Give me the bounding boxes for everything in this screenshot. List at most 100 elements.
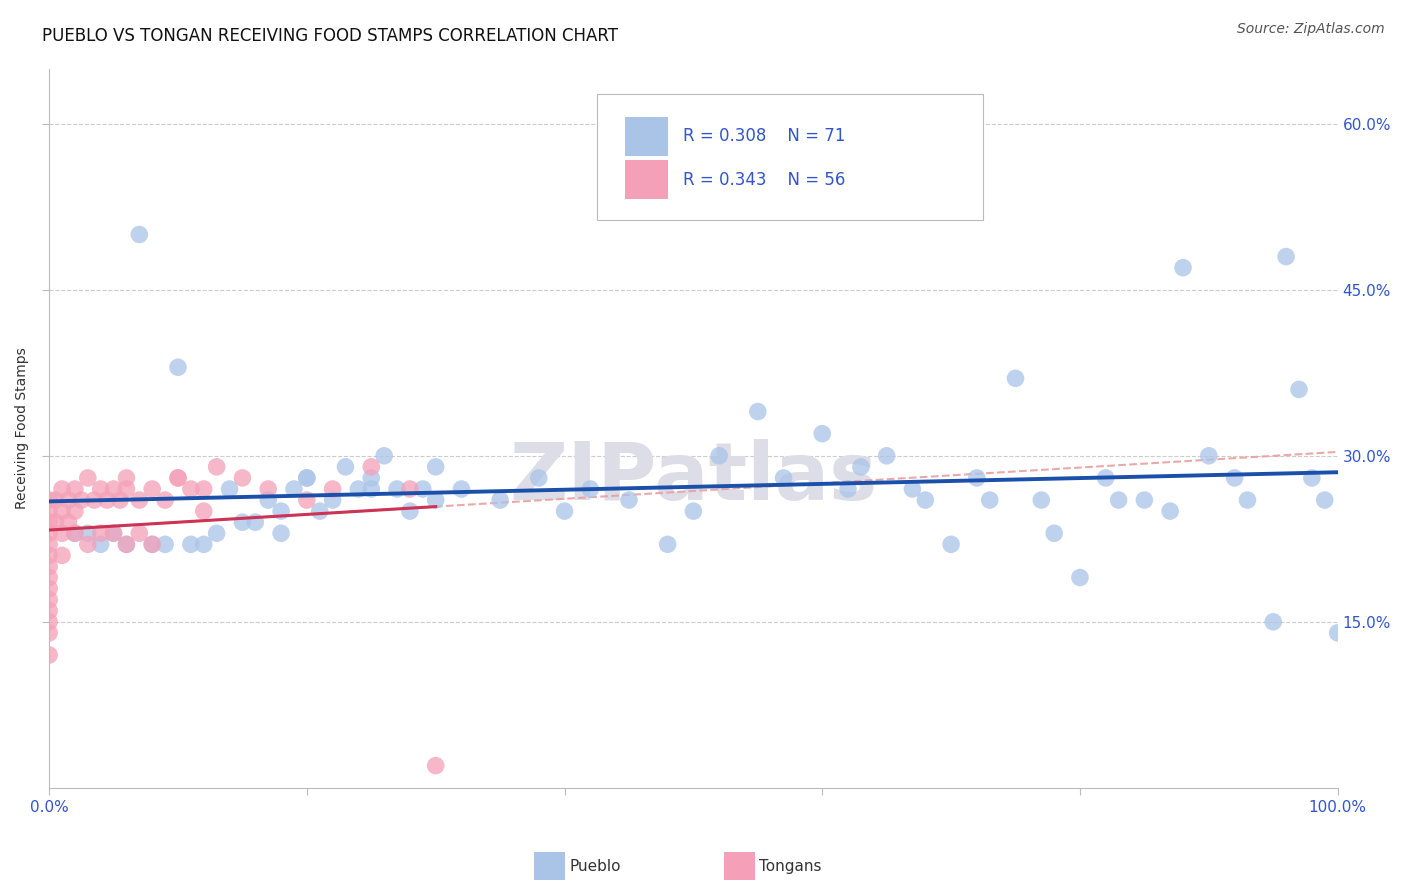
Point: [167, 471, 190, 485]
Point: [901, 482, 924, 496]
Point: [103, 526, 125, 541]
Point: [38, 648, 60, 662]
Point: [153, 493, 176, 508]
Point: [141, 537, 163, 551]
Text: ZIPatlas: ZIPatlas: [509, 440, 877, 517]
Point: [399, 504, 422, 518]
Point: [38, 549, 60, 563]
Point: [617, 493, 640, 508]
Point: [38, 559, 60, 574]
Point: [205, 459, 228, 474]
Point: [38, 493, 60, 508]
Point: [1069, 570, 1091, 584]
Point: [76, 537, 98, 551]
Point: [425, 459, 447, 474]
Point: [115, 537, 138, 551]
Point: [38, 615, 60, 629]
Point: [579, 482, 602, 496]
Point: [128, 526, 150, 541]
Text: Pueblo: Pueblo: [569, 859, 621, 873]
Point: [1043, 526, 1066, 541]
Point: [38, 537, 60, 551]
Point: [335, 459, 357, 474]
Point: [295, 471, 318, 485]
Point: [360, 482, 382, 496]
Point: [772, 471, 794, 485]
Point: [38, 515, 60, 529]
Point: [257, 493, 280, 508]
Point: [83, 493, 105, 508]
Point: [167, 471, 190, 485]
Point: [979, 493, 1001, 508]
Point: [747, 404, 769, 418]
Point: [128, 227, 150, 242]
Point: [51, 504, 73, 518]
Point: [180, 482, 202, 496]
Point: [347, 482, 370, 496]
Point: [128, 493, 150, 508]
Point: [707, 449, 730, 463]
Point: [1313, 493, 1336, 508]
Point: [412, 482, 434, 496]
Point: [38, 604, 60, 618]
Point: [193, 504, 215, 518]
Point: [914, 493, 936, 508]
Point: [231, 515, 253, 529]
FancyBboxPatch shape: [596, 94, 983, 219]
Point: [1004, 371, 1026, 385]
Point: [1133, 493, 1156, 508]
Point: [45, 515, 67, 529]
Point: [373, 449, 395, 463]
Point: [1236, 493, 1258, 508]
Point: [70, 493, 93, 508]
Point: [308, 504, 330, 518]
Point: [58, 515, 80, 529]
Point: [38, 526, 60, 541]
Point: [270, 526, 292, 541]
Text: PUEBLO VS TONGAN RECEIVING FOOD STAMPS CORRELATION CHART: PUEBLO VS TONGAN RECEIVING FOOD STAMPS C…: [42, 27, 619, 45]
Point: [295, 493, 318, 508]
Point: [63, 482, 86, 496]
Point: [837, 482, 859, 496]
Point: [849, 459, 872, 474]
Point: [939, 537, 962, 551]
Point: [38, 625, 60, 640]
Point: [257, 482, 280, 496]
Point: [51, 482, 73, 496]
Point: [45, 493, 67, 508]
Bar: [626, 160, 668, 200]
Text: Tongans: Tongans: [759, 859, 821, 873]
Point: [63, 526, 86, 541]
Point: [63, 504, 86, 518]
Point: [1275, 250, 1298, 264]
Point: [322, 482, 344, 496]
Point: [966, 471, 988, 485]
Point: [385, 482, 408, 496]
Point: [180, 537, 202, 551]
Point: [1198, 449, 1220, 463]
Point: [38, 582, 60, 596]
Point: [876, 449, 898, 463]
Text: R = 0.308    N = 71: R = 0.308 N = 71: [683, 128, 845, 145]
Point: [38, 592, 60, 607]
Point: [141, 537, 163, 551]
Point: [141, 482, 163, 496]
Point: [270, 504, 292, 518]
Point: [1171, 260, 1194, 275]
Point: [554, 504, 576, 518]
Point: [108, 493, 131, 508]
Point: [193, 537, 215, 551]
Point: [657, 537, 679, 551]
Point: [1031, 493, 1053, 508]
Point: [1263, 615, 1285, 629]
Point: [399, 482, 422, 496]
Point: [218, 482, 240, 496]
Point: [1223, 471, 1246, 485]
Point: [425, 758, 447, 772]
Point: [96, 493, 118, 508]
Point: [1108, 493, 1130, 508]
Point: [360, 459, 382, 474]
Point: [167, 360, 190, 375]
Point: [425, 493, 447, 508]
Point: [811, 426, 834, 441]
